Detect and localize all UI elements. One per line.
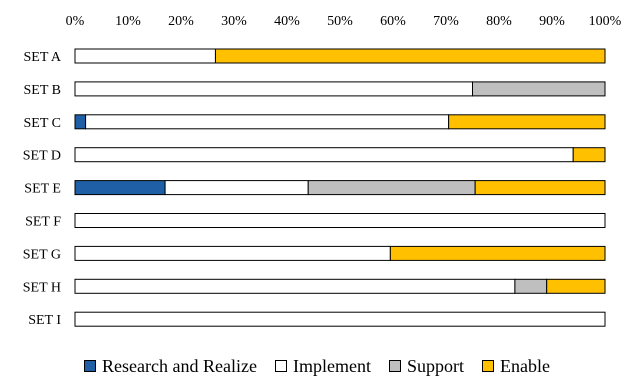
legend-label-support: Support <box>406 355 464 376</box>
stacked-bar-chart: 0% 10% 20% 30% 40% 50% 60% 70% 80% 90% 100% SET AS… <box>23 14 622 328</box>
legend-swatch-enable <box>481 360 494 372</box>
legend-label-enable: Enable <box>499 355 550 376</box>
bar-segment-implement <box>74 81 473 97</box>
bar-segment-implement <box>164 180 309 196</box>
bar-segment-implement <box>74 278 516 294</box>
bar-segment-enable <box>572 147 606 163</box>
bar-segment-implement <box>85 114 450 130</box>
bar-segment-enable <box>448 114 606 130</box>
bar-segment-enable <box>474 180 606 196</box>
bar-segment-implement <box>74 213 606 228</box>
category-label: SET E <box>24 182 61 197</box>
bar-segment-enable <box>546 278 606 294</box>
bar-segment-support <box>307 180 476 196</box>
x-tick-label: 100% <box>589 14 622 29</box>
x-tick-label: 10% <box>115 14 141 29</box>
x-axis-ticks: 0% 10% 20% 30% 40% 50% 60% 70% 80% 90% 100% <box>66 14 622 29</box>
bar-segment-research-and-realize <box>74 114 87 130</box>
bar-segment-enable <box>389 245 606 261</box>
x-tick-label: 50% <box>327 14 353 29</box>
legend-swatch-support <box>388 360 401 372</box>
bar-segment-implement <box>74 311 606 327</box>
legend: Research and Realize Implement Support E… <box>0 355 634 377</box>
legend-item-research-and-realize: Research and Realize <box>84 356 257 377</box>
x-tick-label: 60% <box>380 14 406 29</box>
legend-swatch-implement <box>274 360 287 372</box>
bars <box>74 48 606 327</box>
bar-segment-research-and-realize <box>74 180 166 196</box>
category-labels: SET A SET B SET C SET D SET E SET F SET G SET H… <box>23 50 62 328</box>
legend-item-enable: Enable <box>481 355 550 377</box>
category-label: SET F <box>25 215 61 230</box>
bar-segment-enable <box>214 48 606 64</box>
category-label: SET D <box>23 149 61 164</box>
x-tick-label: 70% <box>433 14 459 29</box>
legend-swatch-research-and-realize <box>84 360 97 372</box>
bar-segment-implement <box>74 48 216 64</box>
bar-segment-support <box>472 81 606 97</box>
x-tick-label: 0% <box>66 14 85 29</box>
category-label: SET B <box>24 83 61 98</box>
bar-segment-support <box>514 278 548 294</box>
category-label: SET H <box>23 280 61 295</box>
x-tick-label: 90% <box>539 14 565 29</box>
category-label: SET G <box>23 247 61 262</box>
x-tick-label: 40% <box>274 14 300 29</box>
legend-item-support: Support <box>388 355 464 377</box>
category-label: SET A <box>24 50 62 65</box>
x-tick-label: 20% <box>168 14 194 29</box>
bar-segment-implement <box>74 245 391 261</box>
category-label: SET I <box>28 313 61 328</box>
category-label: SET C <box>24 116 61 131</box>
x-tick-label: 30% <box>221 14 247 29</box>
legend-label-research-and-realize: Research and Realize <box>102 355 257 376</box>
legend-label-implement: Implement <box>292 355 371 376</box>
x-tick-label: 80% <box>486 14 512 29</box>
legend-item-implement: Implement <box>274 355 371 377</box>
bar-segment-implement <box>74 147 574 163</box>
